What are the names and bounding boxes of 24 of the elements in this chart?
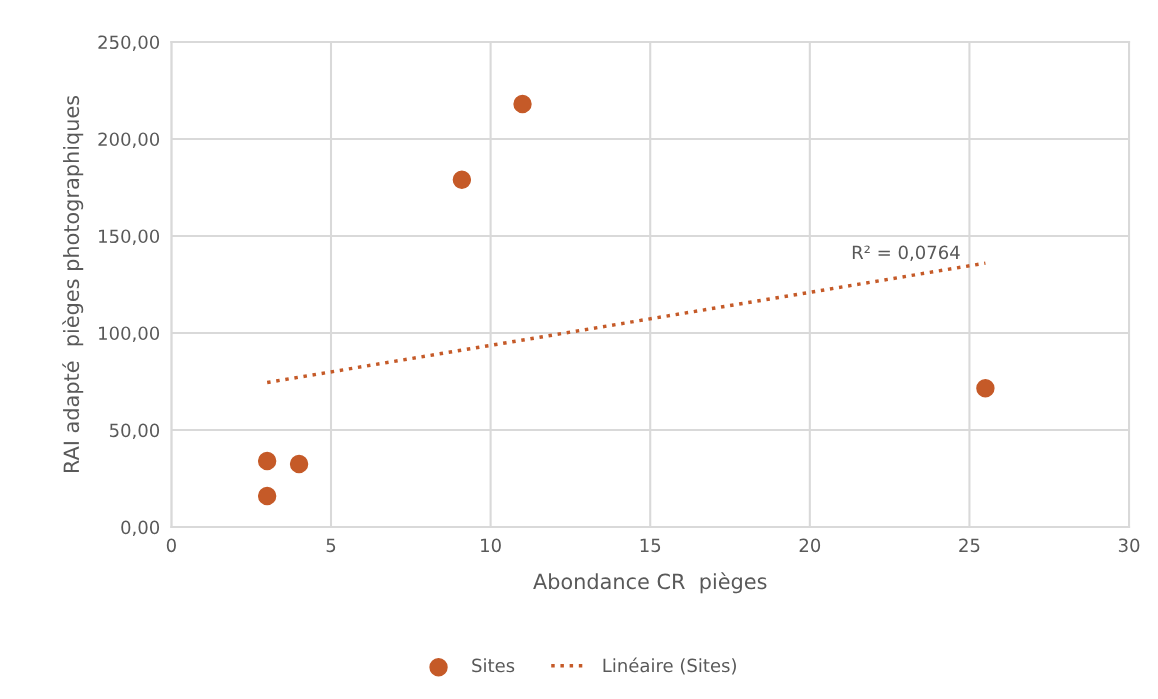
y-tick-label: 250,00	[98, 35, 160, 51]
y-tick-label: 200,00	[98, 132, 160, 148]
point	[257, 486, 277, 506]
y-axis-title: RAI adapté pièges photographiques	[62, 95, 84, 473]
point	[289, 454, 309, 474]
y-tick-label: 0,00	[121, 520, 160, 536]
point	[976, 379, 995, 398]
x-tick-label: 25	[959, 538, 980, 553]
x-tick-label: 30	[1118, 538, 1140, 553]
y-tick-label: 150,00	[99, 229, 160, 245]
point	[513, 94, 532, 114]
annotation: R² = 0,0764	[852, 245, 960, 262]
legend-label: Sites	[472, 658, 515, 673]
x-tick-label: 0	[166, 538, 176, 553]
x-tick-label: 5	[326, 538, 336, 553]
x-tick-label: 15	[640, 538, 661, 553]
x-axis-title: Abondance CR pièges	[533, 572, 767, 594]
y-tick-label: 100,00	[99, 326, 160, 342]
x-tick-label: 20	[799, 538, 821, 553]
y-tick-label: 50,00	[109, 423, 160, 439]
point	[257, 451, 277, 471]
x-tick-label: 10	[481, 538, 501, 553]
legend-label: Linéaire (Sites)	[603, 657, 736, 675]
point	[452, 170, 472, 189]
